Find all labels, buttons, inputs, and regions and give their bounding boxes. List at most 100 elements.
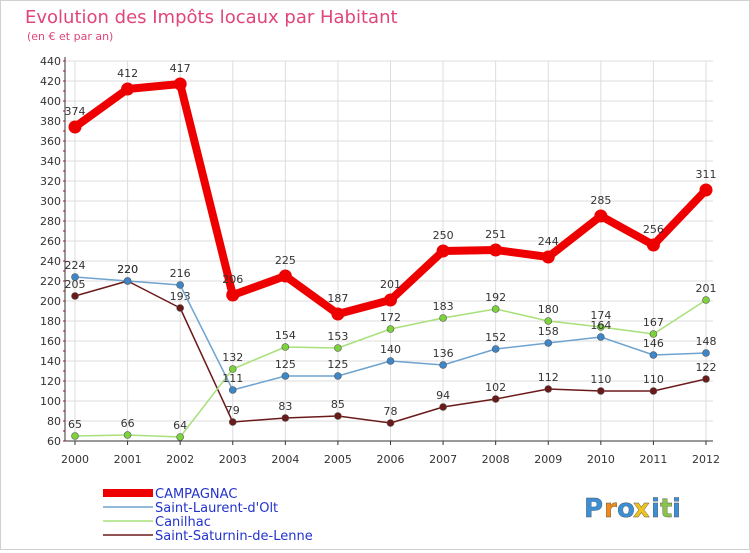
data-label: 125	[327, 358, 348, 371]
data-label: 110	[643, 373, 664, 386]
chart-title: Evolution des Impôts locaux par Habitant	[25, 7, 398, 28]
data-label: 152	[485, 331, 506, 344]
data-point	[597, 333, 605, 341]
data-label: 148	[696, 335, 717, 348]
data-point	[646, 238, 660, 252]
data-label: 412	[117, 67, 138, 80]
legend-label: Saint-Saturnin-de-Lenne	[155, 529, 313, 544]
data-label: 112	[538, 371, 559, 384]
data-point	[71, 273, 79, 281]
y-tick-label: 80	[47, 415, 61, 428]
data-label: 65	[68, 418, 82, 431]
data-point	[436, 244, 450, 258]
data-label: 180	[538, 303, 559, 316]
data-point	[649, 330, 658, 338]
x-tick-label: 2012	[692, 453, 720, 466]
y-tick-label: 420	[40, 75, 61, 88]
data-point	[176, 433, 184, 441]
data-label: 79	[226, 404, 240, 417]
legend-item: CAMPAGNAC	[103, 487, 237, 502]
data-label: 110	[590, 373, 611, 386]
data-label: 122	[696, 361, 717, 374]
y-tick-label: 160	[40, 335, 61, 348]
data-label: 244	[538, 235, 559, 248]
data-label: 167	[643, 316, 664, 329]
data-label: 285	[590, 194, 611, 207]
data-point	[71, 292, 79, 300]
legend-label: Canilhac	[155, 515, 211, 530]
x-tick-label: 2009	[534, 453, 562, 466]
data-point	[702, 296, 710, 304]
axes: 60 80 100 120 140 160 180 200 220 240 260 280 300 320…	[40, 55, 720, 466]
data-label: 164	[590, 319, 611, 332]
legend-item: Saint-Laurent-d'Olt	[103, 501, 278, 516]
data-point	[597, 323, 605, 331]
data-point	[544, 385, 553, 393]
data-point	[439, 314, 447, 322]
data-point	[123, 431, 132, 439]
x-tick-label: 2006	[377, 453, 405, 466]
data-label: 187	[327, 292, 348, 305]
data-label: 220	[117, 263, 138, 276]
data-label: 83	[278, 400, 292, 413]
x-tick-label: 2005	[324, 453, 352, 466]
y-tick-label: 120	[40, 375, 61, 388]
data-point	[226, 288, 240, 302]
data-label: 417	[170, 62, 191, 75]
data-point	[594, 209, 608, 223]
data-label: 125	[275, 358, 296, 371]
x-tick-label: 2010	[587, 453, 615, 466]
data-point	[544, 339, 553, 347]
x-tick-label: 2002	[166, 453, 194, 466]
logo-letter: r	[604, 494, 617, 524]
data-label: 64	[173, 419, 187, 432]
y-tick-label: 400	[40, 95, 61, 108]
data-label: 311	[696, 168, 717, 181]
data-label: 206	[222, 273, 243, 286]
data-label: 153	[327, 330, 348, 343]
data-point	[71, 432, 79, 440]
y-tick-label: 60	[47, 435, 61, 448]
x-tick-label: 2001	[114, 453, 142, 466]
data-point	[176, 281, 184, 289]
y-tick-label: 260	[40, 235, 61, 248]
data-point	[176, 304, 184, 312]
series-layer: 205 220 193 79 83 85 78 94 102 112 110 110 122 65 66 64…	[65, 62, 717, 441]
data-point	[491, 395, 500, 403]
data-label: 205	[65, 278, 86, 291]
legend-label: Saint-Laurent-d'Olt	[155, 501, 278, 516]
data-label: 136	[433, 347, 454, 360]
series-campagnac: 374 412 417 206 225 187 201 250 251 244 285 256 311	[65, 62, 717, 321]
y-tick-label: 360	[40, 135, 61, 148]
y-tick-label: 180	[40, 315, 61, 328]
data-point	[702, 375, 710, 383]
y-tick-label: 240	[40, 255, 61, 268]
y-tick-label: 340	[40, 155, 61, 168]
data-point	[334, 412, 342, 420]
data-point	[173, 77, 187, 91]
data-label: 201	[380, 278, 401, 291]
data-label: 192	[485, 291, 506, 304]
data-point	[68, 120, 82, 134]
data-point	[228, 418, 237, 426]
data-label: 183	[433, 300, 454, 313]
y-tick-label: 300	[40, 195, 61, 208]
data-label: 374	[65, 105, 86, 118]
y-tick-label: 100	[40, 395, 61, 408]
data-point	[489, 243, 503, 257]
data-point	[121, 82, 135, 96]
data-label: 146	[643, 337, 664, 350]
chart-subtitle: (en € et par an)	[27, 30, 113, 43]
data-point	[331, 307, 345, 321]
data-point	[281, 414, 290, 422]
series-saint-laurent-d-olt: 224 220 216 111 125 125 140 136 152 158 164 146 148	[65, 259, 717, 394]
data-point	[386, 325, 395, 333]
data-point	[334, 344, 342, 352]
x-tick-label: 2004	[271, 453, 299, 466]
data-point	[386, 357, 395, 365]
x-tick-label: 2000	[61, 453, 89, 466]
data-point	[544, 317, 553, 325]
data-point	[228, 386, 237, 394]
